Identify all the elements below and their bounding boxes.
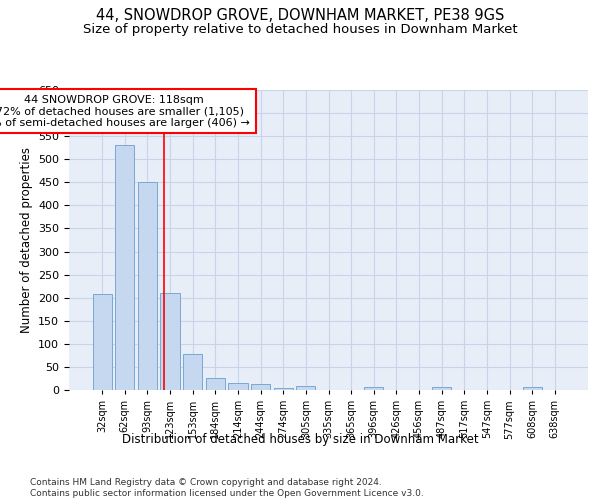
Bar (206, 378, 225, 390)
Bar (160, 292, 180, 390)
Text: Contains HM Land Registry data © Crown copyright and database right 2024.
Contai: Contains HM Land Registry data © Crown c… (30, 478, 424, 498)
Bar (115, 146, 134, 390)
Text: 44, SNOWDROP GROVE, DOWNHAM MARKET, PE38 9GS: 44, SNOWDROP GROVE, DOWNHAM MARKET, PE38… (96, 8, 504, 22)
Text: Size of property relative to detached houses in Downham Market: Size of property relative to detached ho… (83, 22, 517, 36)
Bar (432, 387, 451, 390)
Bar (138, 182, 157, 390)
Bar (523, 387, 542, 390)
Bar (274, 388, 293, 390)
Bar (364, 387, 383, 390)
Bar (251, 384, 270, 390)
Text: Distribution of detached houses by size in Downham Market: Distribution of detached houses by size … (122, 432, 478, 446)
Bar (183, 354, 202, 390)
Bar (296, 386, 316, 390)
Text: 44 SNOWDROP GROVE: 118sqm
← 72% of detached houses are smaller (1,105)
26% of se: 44 SNOWDROP GROVE: 118sqm ← 72% of detac… (0, 94, 250, 128)
Bar (92, 294, 112, 390)
Y-axis label: Number of detached properties: Number of detached properties (20, 147, 32, 333)
Bar (229, 383, 248, 390)
